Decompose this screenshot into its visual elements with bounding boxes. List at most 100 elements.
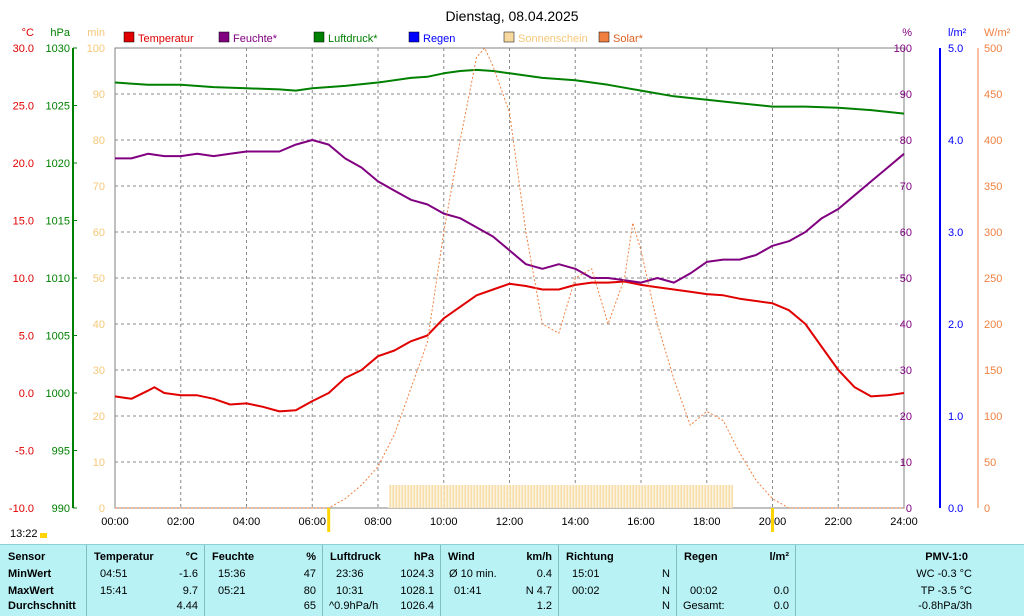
- tick-label-rain: 1.0: [948, 411, 963, 423]
- hum-max-time: 05:21: [218, 585, 246, 597]
- hum-avg: 65: [304, 600, 316, 612]
- rain-max: 0.0: [774, 585, 789, 597]
- current-time: 13:22: [10, 528, 38, 540]
- dir-max: N: [662, 585, 670, 597]
- tick-label-solar: 350: [984, 181, 1002, 193]
- tick-label-temp: 0.0: [19, 388, 34, 400]
- legend-label: Sonnenschein: [518, 33, 588, 45]
- sunshine-bar: [389, 485, 733, 508]
- wind-max-time: 01:41: [454, 585, 482, 597]
- temp-max-time: 15:41: [100, 585, 128, 597]
- tick-label-humidity: 90: [900, 89, 912, 101]
- axis-unit-temp: °C: [22, 27, 34, 39]
- tick-label-rain: 3.0: [948, 227, 963, 239]
- tick-label-minutes: 30: [93, 365, 105, 377]
- row-label-max: MaxWert: [8, 585, 54, 597]
- header-hum: Feuchte: [212, 551, 254, 563]
- tick-label-humidity: 20: [900, 411, 912, 423]
- header-rain: Regen: [684, 551, 718, 563]
- tick-label-minutes: 0: [99, 503, 105, 515]
- header-pmv: PMV-1:0: [925, 551, 968, 563]
- tick-label-rain: 2.0: [948, 319, 963, 331]
- hum-min: 47: [304, 568, 316, 580]
- row-label-avg: Durchschnitt: [8, 600, 76, 612]
- wind-avg: 1.2: [537, 600, 552, 612]
- press-min: 1024.3: [400, 568, 434, 580]
- pmv-windchill: WC -0.3 °C: [916, 568, 972, 580]
- col-temperature: Temperatur °C 04:51 -1.6 15:41 9.7 4.44: [87, 545, 205, 616]
- tick-label-solar: 0: [984, 503, 990, 515]
- header-rain-unit: l/m²: [769, 551, 789, 563]
- tick-label-time: 12:00: [496, 516, 524, 528]
- press-max: 1028.1: [400, 585, 434, 597]
- legend-swatch: [314, 32, 324, 42]
- rain-total: 0.0: [774, 600, 789, 612]
- temp-max: 9.7: [183, 585, 198, 597]
- chart-title: Dienstag, 08.04.2025: [445, 8, 578, 24]
- tick-label-pressure: 1000: [46, 388, 70, 400]
- tick-label-minutes: 50: [93, 273, 105, 285]
- tick-label-minutes: 100: [87, 43, 105, 55]
- header-press: Luftdruck: [330, 551, 381, 563]
- tick-label-solar: 250: [984, 273, 1002, 285]
- press-max-time: 10:31: [336, 585, 364, 597]
- tick-label-minutes: 60: [93, 227, 105, 239]
- tick-label-humidity: 0: [906, 503, 912, 515]
- legend-label: Feuchte*: [233, 33, 278, 45]
- legend: Temperatur Feuchte* Luftdruck* Regen Sonnens…: [124, 32, 644, 45]
- weather-chart: 30.025.020.015.010.05.00.0-5.0-10.0°C103…: [0, 0, 1024, 544]
- sunshine-bars: [389, 485, 733, 508]
- col-wind: Wind km/h Ø 10 min. 0.4 01:41 N 4.7 1.2: [441, 545, 559, 616]
- tick-label-pressure: 1015: [46, 216, 70, 228]
- tick-label-humidity: 50: [900, 273, 912, 285]
- legend-label: Solar*: [613, 33, 644, 45]
- legend-swatch: [409, 32, 419, 42]
- axis-unit-humidity: %: [902, 27, 912, 39]
- rain-total-label: Gesamt:: [683, 600, 725, 612]
- tick-label-solar: 400: [984, 135, 1002, 147]
- tick-label-time: 10:00: [430, 516, 458, 528]
- dir-min: N: [662, 568, 670, 580]
- tick-label-humidity: 30: [900, 365, 912, 377]
- tick-label-humidity: 10: [900, 457, 912, 469]
- legend-label: Regen: [423, 33, 455, 45]
- stats-table: Sensor MinWert MaxWert Durchschnitt Temp…: [0, 544, 1024, 616]
- tick-label-minutes: 40: [93, 319, 105, 331]
- tick-label-minutes: 80: [93, 135, 105, 147]
- col-pmv: PMV-1:0 WC -0.3 °C TP -3.5 °C -0.8hPa/3h: [796, 545, 1024, 616]
- wind-max: N 4.7: [526, 585, 552, 597]
- tick-label-rain: 5.0: [948, 43, 963, 55]
- tick-label-temp: 10.0: [13, 273, 34, 285]
- header-press-unit: hPa: [414, 551, 434, 563]
- legend-label: Temperatur: [138, 33, 194, 45]
- legend-swatch: [504, 32, 514, 42]
- tick-label-pressure: 1025: [46, 101, 70, 113]
- tick-label-solar: 300: [984, 227, 1002, 239]
- tick-label-time: 22:00: [824, 516, 852, 528]
- axis-unit-pressure: hPa: [50, 27, 70, 39]
- tick-label-temp: 5.0: [19, 331, 34, 343]
- axis-unit-minutes: min: [87, 27, 105, 39]
- header-hum-unit: %: [306, 551, 316, 563]
- temp-avg: 4.44: [177, 600, 198, 612]
- tick-label-pressure: 995: [52, 446, 70, 458]
- tick-label-temp: 15.0: [13, 216, 34, 228]
- tick-label-temp: 20.0: [13, 158, 34, 170]
- wind-avg-label: Ø 10 min.: [449, 568, 497, 580]
- tick-label-temp: -10.0: [9, 503, 34, 515]
- tick-label-temp: -5.0: [15, 446, 34, 458]
- tick-label-humidity: 80: [900, 135, 912, 147]
- legend-swatch: [219, 32, 229, 42]
- wind-min: 0.4: [537, 568, 552, 580]
- pmv-dewpoint: TP -3.5 °C: [921, 585, 972, 597]
- tick-label-time: 06:00: [298, 516, 326, 528]
- temp-min: -1.6: [179, 568, 198, 580]
- tick-label-pressure: 1010: [46, 273, 70, 285]
- tick-label-temp: 25.0: [13, 101, 34, 113]
- header-wind-unit: km/h: [526, 551, 552, 563]
- header-temp: Temperatur: [94, 551, 154, 563]
- header-temp-unit: °C: [186, 551, 198, 563]
- legend-label: Luftdruck*: [328, 33, 378, 45]
- col-rain: Regen l/m² 00:02 0.0 Gesamt: 0.0: [677, 545, 796, 616]
- tick-label-minutes: 90: [93, 89, 105, 101]
